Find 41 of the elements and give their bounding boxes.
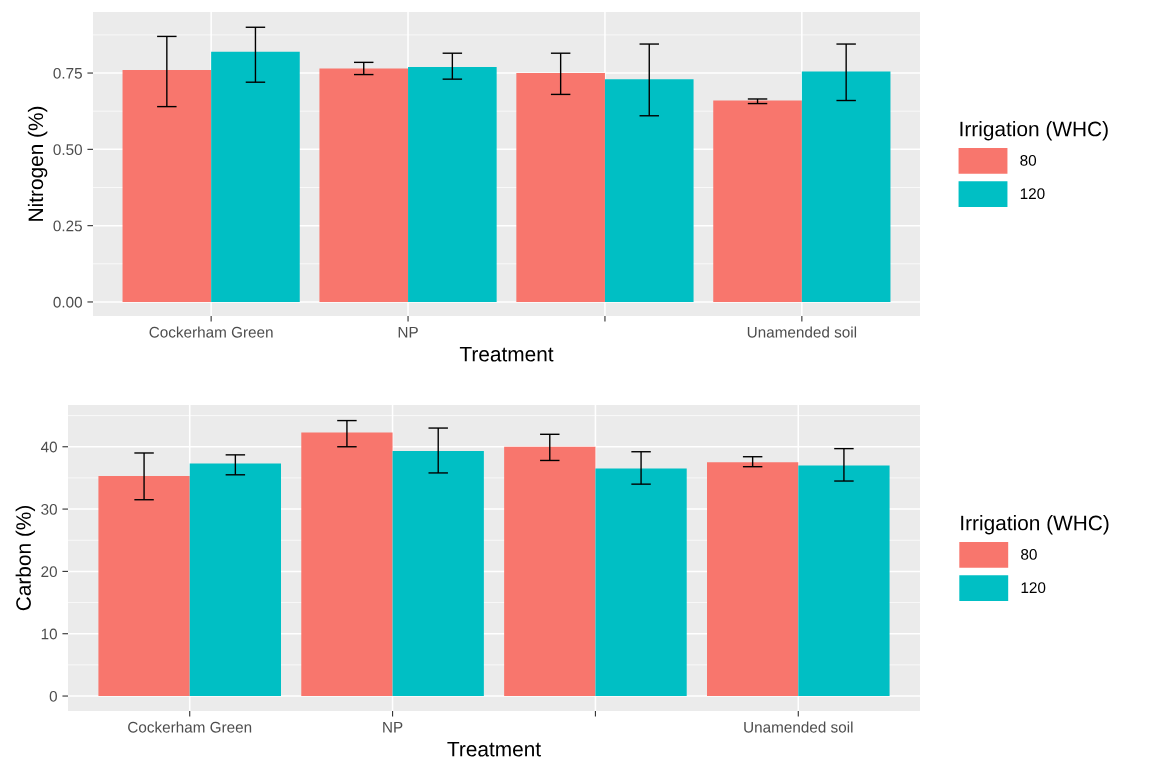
y-tick-label: 20 [41, 566, 57, 578]
bar [504, 446, 596, 697]
bar [801, 71, 891, 302]
bar [595, 468, 687, 697]
bar [713, 100, 802, 302]
bar [392, 451, 484, 697]
y-tick-label: 0.00 [53, 296, 82, 308]
y-tick-label: 10 [41, 628, 57, 640]
x-tick-label: Unamended soil [747, 326, 857, 338]
legend-title: Irrigation (WHC) [960, 121, 1108, 141]
bar [189, 463, 281, 697]
y-tick-label: 0 [49, 690, 57, 702]
y-tick-label: 0.50 [53, 144, 82, 156]
bar [408, 66, 497, 302]
x-tick-label: NP [398, 326, 418, 338]
x-axis-title: Treatment [447, 741, 541, 757]
y-axis-title: Nitrogen (%) [27, 106, 48, 221]
bar [98, 476, 190, 697]
y-tick-label: 30 [41, 503, 57, 515]
x-tick-label: NP [383, 721, 403, 733]
text: 80 [1021, 549, 1037, 560]
y-tick-label: 0.75 [53, 67, 82, 79]
y-axis-title: Carbon (%) [15, 506, 36, 611]
legend-title: Irrigation (WHC) [961, 515, 1109, 535]
bar [211, 51, 300, 302]
bar [516, 73, 605, 302]
y-tick-label: 0.25 [53, 220, 82, 232]
bar [319, 68, 409, 302]
bar [604, 79, 694, 302]
x-tick-label: Unamended soil [744, 721, 853, 733]
bar [122, 69, 212, 302]
y-tick-label: 40 [40, 441, 57, 453]
bar [707, 462, 799, 697]
bar [301, 432, 393, 697]
legend-label: 80 [1020, 155, 1037, 166]
x-tick-label: Cockerham Green [128, 721, 252, 733]
x-axis-title: Treatment [459, 346, 554, 362]
legend-label: 120 [1020, 188, 1045, 200]
x-tick-label: Cockerham Green [149, 326, 273, 338]
bar [798, 465, 890, 697]
legend-label: 120 [1021, 582, 1046, 594]
